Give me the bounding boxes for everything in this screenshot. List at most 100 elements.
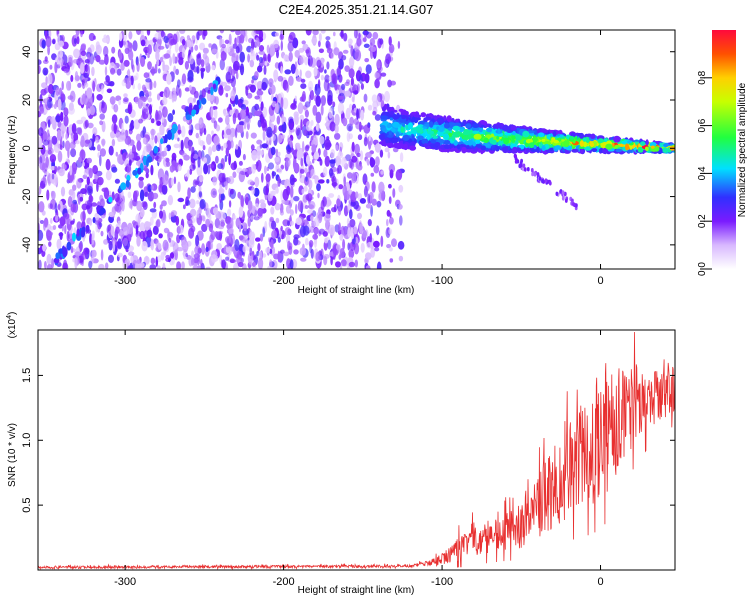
spectrogram-cell bbox=[267, 162, 275, 170]
spectrogram-cell bbox=[157, 265, 161, 269]
spectrogram-cell bbox=[370, 205, 373, 217]
spectrogram-cell bbox=[165, 254, 171, 259]
spectrogram-cell bbox=[225, 128, 232, 136]
spectrogram-cell bbox=[113, 103, 119, 113]
spectrogram-signal-cell bbox=[502, 137, 510, 144]
spectrogram-cell bbox=[225, 115, 230, 125]
spectrogram-cell bbox=[74, 38, 77, 45]
spectrogram-cell bbox=[92, 80, 96, 92]
spectrogram-cell bbox=[270, 45, 276, 57]
spectrogram-cell bbox=[397, 203, 403, 210]
spectrogram-cell bbox=[107, 79, 111, 84]
spectrogram-cell bbox=[395, 169, 403, 181]
spectrogram-cell bbox=[184, 87, 190, 92]
snr-y-ticks: 0.5 1.0 1.5 bbox=[21, 368, 675, 513]
spectrogram-cell bbox=[288, 51, 293, 62]
spectrogram-cell bbox=[215, 155, 219, 164]
spectrogram-cell bbox=[360, 109, 365, 121]
spectrogram-cell bbox=[342, 117, 348, 127]
spectrogram-cell bbox=[233, 215, 237, 220]
spectrogram-track-cell bbox=[185, 114, 191, 121]
spectrogram-cell bbox=[157, 255, 162, 263]
colorbar-tick-label: 0.8 bbox=[697, 70, 708, 84]
spectrogram-cell bbox=[288, 116, 294, 124]
spectrogram-cell bbox=[333, 47, 340, 56]
spectrogram-cell bbox=[374, 247, 380, 252]
spectrogram-cell bbox=[301, 40, 306, 45]
spectrogram-cell bbox=[68, 106, 75, 115]
spectrogram-cell bbox=[111, 114, 118, 124]
spectrogram-track-cell bbox=[98, 210, 104, 216]
spectrogram-cell bbox=[51, 135, 58, 145]
spectrogram-cell bbox=[335, 144, 339, 151]
spectrogram-signal-cell bbox=[442, 139, 451, 145]
spectrogram-cell bbox=[163, 227, 169, 234]
spectrogram-cell bbox=[179, 30, 186, 34]
colorbar-ticks: 0.0 0.2 0.4 0.6 0.8 bbox=[697, 70, 712, 276]
spectrogram-cell bbox=[88, 260, 93, 269]
spectrogram-cell bbox=[56, 238, 62, 250]
spectrogram-cell bbox=[75, 140, 80, 145]
spectrogram-cell bbox=[251, 262, 256, 267]
spectrogram-cell bbox=[230, 30, 236, 33]
spectrogram-cell bbox=[56, 129, 62, 141]
spectrogram-cell bbox=[49, 64, 53, 70]
spectrogram-signal-cell bbox=[579, 140, 585, 147]
spectrogram-cell bbox=[388, 36, 392, 46]
spectrogram-cell bbox=[353, 30, 358, 39]
spectrogram-cell bbox=[165, 161, 171, 167]
spectrogram-cell bbox=[239, 51, 245, 63]
spectrogram-cell bbox=[64, 224, 67, 235]
spectrogram-signal-cell bbox=[420, 112, 427, 118]
spectrogram-cell bbox=[398, 255, 404, 262]
spectrogram-cell bbox=[69, 90, 76, 103]
spectrogram-cell bbox=[194, 123, 201, 131]
spectrogram-cell bbox=[164, 147, 168, 152]
spectrogram-cell bbox=[146, 30, 151, 36]
spectrogram-signal-cell bbox=[449, 144, 455, 148]
spectrogram-cell bbox=[299, 69, 302, 78]
spectrogram-cell bbox=[238, 121, 245, 126]
spectrogram-cell bbox=[245, 196, 249, 206]
spectrogram-cell bbox=[236, 54, 239, 62]
spectrogram-cell bbox=[94, 212, 100, 221]
spectrogram-cell bbox=[88, 195, 94, 203]
spectrogram-signal-cell bbox=[475, 144, 483, 148]
spectrogram-cell bbox=[136, 140, 142, 151]
spectrogram-cell bbox=[305, 145, 310, 152]
spectrogram-cell bbox=[45, 30, 48, 40]
spectrogram-cell bbox=[371, 181, 376, 193]
spectrogram-x-axis-label: Height of straight line (km) bbox=[298, 285, 415, 296]
spectrogram-signal-cell bbox=[467, 139, 473, 146]
spectrogram-cell bbox=[53, 103, 57, 110]
spectrogram-cell bbox=[181, 105, 187, 110]
spectrogram-cell bbox=[344, 65, 351, 72]
spectrogram-signal-cell bbox=[453, 140, 458, 146]
spectrogram-cell bbox=[185, 253, 188, 258]
spectrogram-cell bbox=[235, 30, 241, 36]
spectrogram-cell bbox=[347, 38, 353, 45]
spectrogram-track-cell bbox=[196, 99, 200, 106]
spectrogram-cell bbox=[108, 211, 115, 218]
spectrogram-signal-cell bbox=[400, 126, 404, 133]
spectrogram-cell bbox=[111, 138, 116, 147]
spectrogram-cell bbox=[326, 61, 330, 70]
spectrogram-cell bbox=[251, 163, 256, 174]
spectrogram-track-cell bbox=[125, 179, 130, 188]
spectrogram-cell bbox=[339, 31, 344, 37]
spectrogram-cell bbox=[238, 206, 244, 218]
spectrogram-cell bbox=[353, 224, 358, 235]
spectrogram-cell bbox=[169, 56, 173, 67]
spectrogram-cell bbox=[236, 35, 240, 46]
spectrogram-cell bbox=[262, 130, 266, 141]
spectrogram-cell bbox=[265, 247, 271, 254]
spectrogram-cell bbox=[386, 209, 391, 217]
spectrogram-cell bbox=[158, 31, 162, 40]
spectrogram-cell bbox=[99, 113, 105, 120]
spectrogram-cell bbox=[95, 41, 100, 50]
spectrogram-cell bbox=[66, 230, 70, 242]
spectrogram-streak-cell bbox=[544, 178, 548, 183]
spectrogram-cell bbox=[245, 85, 251, 91]
spectrogram-cell bbox=[181, 73, 187, 85]
spectrogram-track-cell bbox=[72, 232, 76, 242]
